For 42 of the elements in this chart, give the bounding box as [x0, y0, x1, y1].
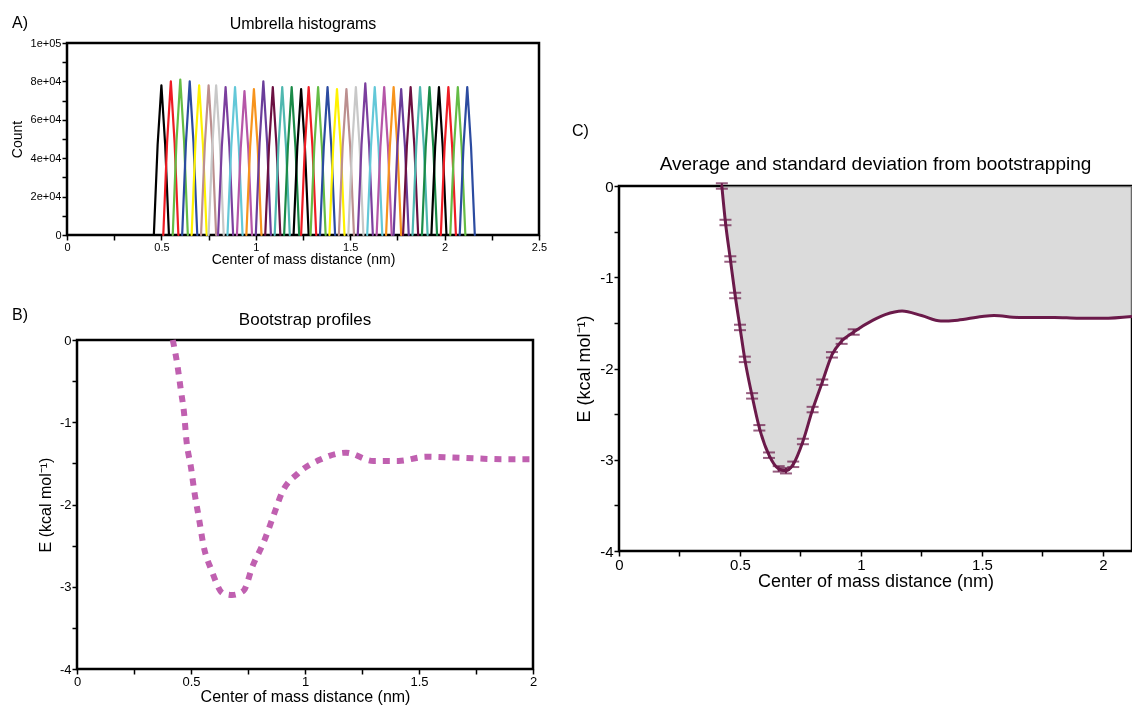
chart-title: Average and standard deviation from bootstrapping	[659, 153, 1092, 174]
y-tick-label: -3	[59, 579, 72, 595]
x-tick-label: 2	[1099, 555, 1108, 573]
y-tick-label: 2e+04	[30, 190, 62, 203]
text: B)	[12, 306, 28, 324]
y-tick-label: 4e+04	[30, 151, 62, 164]
x-tick-label: 2	[442, 240, 449, 253]
x-axis-title: Center of mass distance (nm)	[200, 687, 411, 705]
x-axis-title: Center of mass distance (nm)	[211, 250, 396, 267]
x-tick-label: 0.5	[730, 555, 751, 573]
x-tick-label: 1	[253, 240, 260, 253]
y-tick-label: 0	[605, 177, 614, 195]
y-axis-title: Count	[8, 120, 25, 159]
y-tick-label: 1e+05	[30, 36, 62, 49]
y-tick-label: 0	[64, 332, 72, 348]
text: C)	[572, 122, 589, 140]
y-tick-label: -4	[59, 661, 72, 677]
chart-title: Bootstrap profiles	[238, 310, 372, 329]
x-tick-label: 0.5	[154, 240, 170, 253]
x-tick-label: 0.5	[182, 673, 201, 689]
y-tick-label: -3	[600, 451, 614, 469]
x-tick-label: 2.5	[531, 240, 548, 253]
y-tick-label: -2	[600, 360, 614, 377]
x-tick-label: 1	[301, 673, 310, 689]
x-tick-label: 1.5	[972, 555, 993, 573]
y-axis-title: E (kcal mol⁻¹)	[36, 457, 54, 553]
x-tick-label: 0	[73, 673, 82, 689]
chart-title: Umbrella histograms	[229, 15, 377, 32]
y-tick-label: -1	[600, 268, 614, 286]
x-tick-label: 2	[529, 673, 538, 689]
x-tick-label: 1.5	[410, 673, 429, 689]
y-tick-label: -2	[59, 497, 72, 512]
y-tick-label: -1	[59, 414, 72, 430]
y-tick-label: 0	[55, 228, 62, 241]
x-axis-title: Center of mass distance (nm)	[757, 570, 995, 591]
x-tick-label: 1	[857, 555, 866, 573]
x-tick-label: 1.5	[343, 240, 359, 253]
y-tick-label: 6e+04	[30, 113, 62, 126]
y-tick-label: 8e+04	[30, 74, 62, 87]
text: A)	[12, 14, 28, 32]
y-tick-label: -4	[600, 542, 614, 560]
y-axis-title: E (kcal mol⁻¹)	[574, 315, 595, 423]
